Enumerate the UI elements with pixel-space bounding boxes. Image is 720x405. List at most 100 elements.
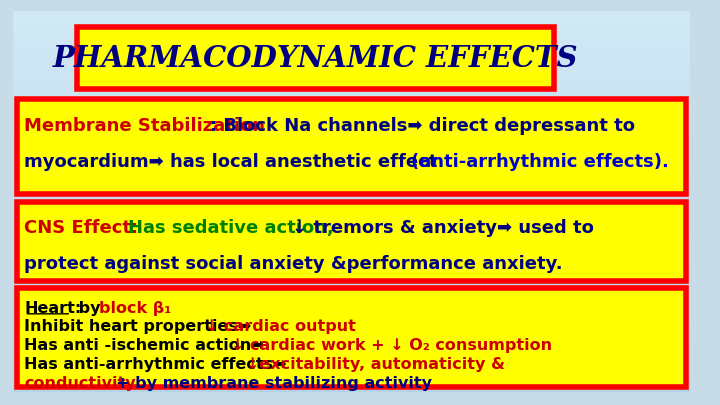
Bar bbox=[13, 234, 690, 235]
Bar bbox=[13, 150, 690, 151]
Bar bbox=[13, 146, 690, 147]
Bar bbox=[13, 99, 690, 100]
Bar bbox=[13, 137, 690, 138]
Bar bbox=[13, 63, 690, 64]
Bar bbox=[13, 253, 690, 254]
Bar bbox=[13, 256, 690, 258]
Bar bbox=[13, 18, 690, 19]
Bar bbox=[13, 381, 690, 382]
Bar bbox=[13, 260, 690, 261]
Bar bbox=[13, 130, 690, 132]
Text: Inhibit heart properties➡: Inhibit heart properties➡ bbox=[24, 320, 257, 335]
Bar bbox=[13, 281, 690, 282]
Bar bbox=[13, 312, 690, 313]
Bar bbox=[13, 373, 690, 374]
Bar bbox=[13, 83, 690, 85]
Bar bbox=[13, 355, 690, 356]
FancyBboxPatch shape bbox=[77, 27, 554, 89]
Bar bbox=[13, 271, 690, 273]
Bar bbox=[13, 21, 690, 23]
Bar bbox=[13, 36, 690, 38]
Bar bbox=[13, 91, 690, 92]
Bar bbox=[13, 77, 690, 78]
Bar bbox=[13, 391, 690, 392]
Bar bbox=[13, 240, 690, 241]
Bar bbox=[13, 85, 690, 86]
Bar bbox=[13, 190, 690, 191]
Bar bbox=[13, 132, 690, 133]
Bar bbox=[13, 220, 690, 221]
Bar bbox=[13, 172, 690, 173]
Bar bbox=[13, 370, 690, 371]
Bar bbox=[13, 246, 690, 247]
Bar bbox=[13, 138, 690, 139]
Bar bbox=[13, 183, 690, 184]
Bar bbox=[13, 102, 690, 103]
Bar bbox=[13, 175, 690, 176]
Bar bbox=[13, 330, 690, 331]
Bar bbox=[13, 239, 690, 240]
Bar bbox=[13, 189, 690, 190]
Bar bbox=[13, 288, 690, 290]
Bar bbox=[13, 254, 690, 255]
Bar bbox=[13, 173, 690, 174]
Bar bbox=[13, 90, 690, 91]
Bar bbox=[13, 28, 690, 29]
Bar bbox=[13, 53, 690, 55]
Bar bbox=[13, 322, 690, 323]
Bar bbox=[13, 49, 690, 50]
Bar bbox=[13, 276, 690, 277]
Bar bbox=[13, 162, 690, 164]
Bar bbox=[13, 293, 690, 294]
Text: Heart:: Heart: bbox=[24, 301, 81, 315]
Bar bbox=[13, 205, 690, 206]
Bar bbox=[13, 360, 690, 361]
Bar bbox=[13, 51, 690, 52]
Bar bbox=[13, 151, 690, 152]
Bar bbox=[13, 326, 690, 327]
Bar bbox=[13, 23, 690, 24]
Bar bbox=[13, 390, 690, 391]
Bar bbox=[13, 192, 690, 193]
Bar bbox=[13, 70, 690, 71]
Bar bbox=[13, 307, 690, 308]
Bar bbox=[13, 215, 690, 216]
Bar bbox=[13, 377, 690, 378]
Bar bbox=[13, 352, 690, 353]
Bar bbox=[13, 263, 690, 264]
Bar bbox=[13, 384, 690, 385]
Bar bbox=[13, 204, 690, 205]
Bar bbox=[13, 389, 690, 390]
Bar bbox=[13, 141, 690, 142]
Bar bbox=[13, 335, 690, 337]
Bar bbox=[13, 266, 690, 267]
Bar bbox=[13, 213, 690, 214]
Bar bbox=[13, 73, 690, 74]
Bar bbox=[13, 297, 690, 298]
Text: ↓ cardiac work + ↓ O₂ consumption: ↓ cardiac work + ↓ O₂ consumption bbox=[231, 338, 552, 353]
Bar bbox=[13, 345, 690, 346]
Bar bbox=[13, 208, 690, 209]
Bar bbox=[13, 80, 690, 81]
FancyBboxPatch shape bbox=[17, 99, 685, 194]
Bar bbox=[13, 152, 690, 153]
Text: block β₁: block β₁ bbox=[99, 301, 171, 315]
Bar bbox=[13, 230, 690, 231]
Bar bbox=[13, 323, 690, 324]
Bar bbox=[13, 268, 690, 269]
Bar bbox=[13, 169, 690, 170]
Bar bbox=[13, 88, 690, 89]
Bar bbox=[13, 361, 690, 362]
Bar bbox=[13, 300, 690, 301]
Bar bbox=[13, 284, 690, 285]
FancyBboxPatch shape bbox=[17, 288, 685, 387]
Bar bbox=[13, 209, 690, 211]
Bar bbox=[13, 165, 690, 166]
Bar bbox=[13, 358, 690, 359]
Bar bbox=[13, 315, 690, 316]
Bar bbox=[13, 337, 690, 338]
Bar bbox=[13, 302, 690, 303]
Bar bbox=[13, 32, 690, 33]
Bar bbox=[13, 74, 690, 75]
Bar bbox=[13, 354, 690, 355]
